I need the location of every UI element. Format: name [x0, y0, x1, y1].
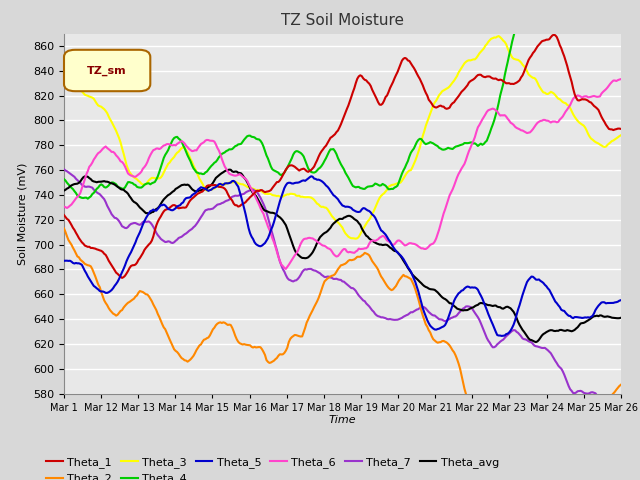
Theta_5 — [498, 333, 506, 339]
Line: Theta_1: Theta_1 — [64, 35, 621, 278]
Theta_7 — [239, 192, 246, 197]
Theta_1 — [252, 188, 260, 194]
Theta_5 — [239, 200, 246, 205]
Theta_avg — [252, 193, 260, 199]
Theta_3 — [395, 180, 403, 186]
Theta_4 — [240, 137, 248, 143]
Theta_3 — [339, 225, 346, 230]
Theta_5 — [197, 184, 205, 190]
Title: TZ Soil Moisture: TZ Soil Moisture — [281, 13, 404, 28]
Theta_4 — [84, 196, 92, 202]
Theta_3 — [617, 132, 625, 138]
Theta_7 — [394, 317, 401, 323]
Theta_3 — [251, 186, 259, 192]
Theta_4 — [340, 167, 348, 172]
Line: Theta_avg: Theta_avg — [64, 169, 621, 342]
Line: Theta_5: Theta_5 — [64, 176, 621, 336]
Theta_6 — [60, 204, 68, 210]
Theta_3 — [239, 181, 246, 187]
Theta_1 — [617, 126, 625, 132]
Theta_avg — [60, 188, 68, 193]
Line: Theta_4: Theta_4 — [64, 0, 621, 199]
Theta_avg — [395, 251, 403, 257]
Theta_6 — [395, 238, 403, 243]
Theta_2 — [617, 382, 625, 388]
Theta_6 — [596, 94, 604, 99]
Theta_7 — [197, 214, 205, 220]
Line: Theta_2: Theta_2 — [64, 228, 621, 480]
Theta_6 — [251, 192, 259, 198]
Theta_5 — [395, 251, 403, 257]
Theta_5 — [617, 297, 625, 303]
Theta_1 — [240, 200, 248, 206]
FancyBboxPatch shape — [64, 50, 150, 91]
Line: Theta_7: Theta_7 — [64, 169, 621, 426]
Theta_6 — [239, 174, 246, 180]
Theta_1 — [395, 65, 403, 71]
Theta_5 — [307, 173, 315, 179]
Theta_6 — [282, 266, 290, 272]
Theta_3 — [60, 71, 68, 77]
Theta_avg — [617, 315, 625, 321]
Theta_avg — [197, 187, 205, 193]
Text: TZ_sm: TZ_sm — [87, 66, 127, 76]
Theta_5 — [251, 240, 259, 245]
Theta_2 — [239, 342, 246, 348]
Theta_avg — [532, 339, 540, 345]
Theta_1 — [550, 32, 557, 37]
Line: Theta_6: Theta_6 — [64, 79, 621, 269]
Theta_7 — [339, 278, 346, 284]
Theta_4 — [252, 136, 260, 142]
Theta_1 — [598, 114, 605, 120]
Theta_7 — [595, 396, 602, 402]
Theta_2 — [339, 262, 346, 268]
Theta_1 — [198, 189, 206, 194]
Theta_6 — [197, 141, 205, 147]
Theta_2 — [251, 344, 259, 350]
X-axis label: Time: Time — [328, 415, 356, 425]
Theta_3 — [495, 33, 502, 39]
Theta_7 — [617, 423, 625, 429]
Theta_5 — [60, 258, 68, 264]
Theta_7 — [251, 188, 259, 193]
Theta_3 — [598, 143, 605, 148]
Theta_2 — [394, 280, 401, 286]
Theta_4 — [60, 176, 68, 182]
Theta_7 — [60, 167, 68, 172]
Theta_3 — [352, 236, 360, 241]
Theta_avg — [240, 175, 248, 180]
Theta_4 — [395, 179, 403, 185]
Legend: Theta_1, Theta_2, Theta_3, Theta_4, Theta_5, Theta_6, Theta_7, Theta_avg: Theta_1, Theta_2, Theta_3, Theta_4, Thet… — [42, 453, 504, 480]
Theta_5 — [340, 203, 348, 209]
Theta_1 — [118, 275, 126, 281]
Theta_1 — [340, 114, 348, 120]
Theta_2 — [596, 402, 604, 408]
Theta_5 — [598, 300, 605, 305]
Theta_avg — [598, 312, 605, 318]
Theta_6 — [340, 246, 348, 252]
Theta_4 — [198, 171, 206, 177]
Theta_2 — [60, 226, 68, 231]
Theta_6 — [617, 76, 625, 82]
Theta_2 — [197, 342, 205, 348]
Theta_avg — [225, 167, 233, 172]
Theta_3 — [197, 178, 205, 184]
Y-axis label: Soil Moisture (mV): Soil Moisture (mV) — [17, 162, 28, 265]
Theta_1 — [60, 212, 68, 218]
Line: Theta_3: Theta_3 — [64, 36, 621, 239]
Theta_avg — [340, 215, 348, 220]
